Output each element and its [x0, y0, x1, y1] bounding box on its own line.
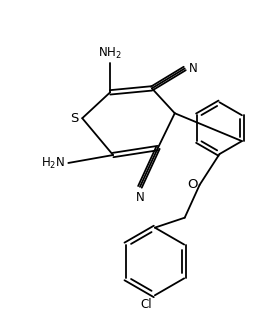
Text: NH$_2$: NH$_2$: [98, 45, 122, 60]
Text: Cl: Cl: [140, 298, 152, 311]
Text: H$_2$N: H$_2$N: [41, 156, 65, 170]
Text: O: O: [187, 178, 198, 191]
Text: N: N: [189, 62, 197, 75]
Text: N: N: [135, 191, 144, 204]
Text: S: S: [70, 112, 78, 125]
